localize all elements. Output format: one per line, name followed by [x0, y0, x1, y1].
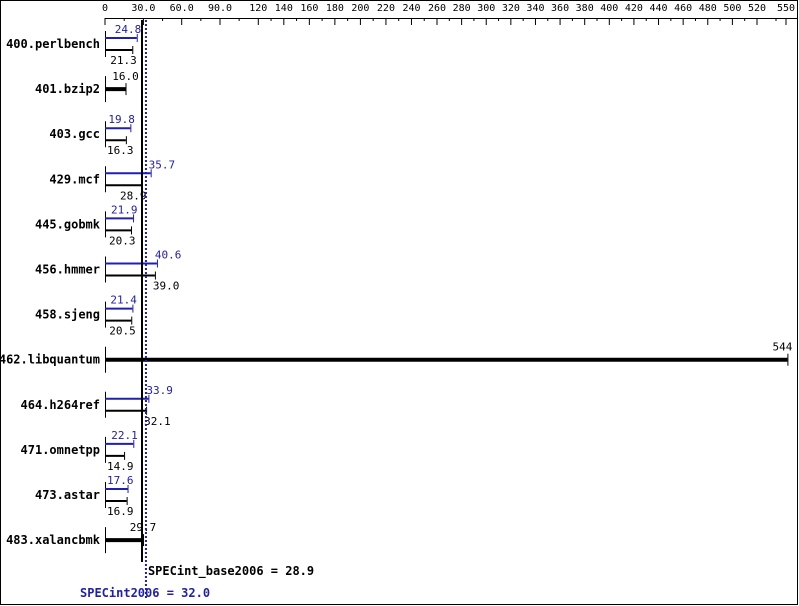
base-value-label: 29.7	[130, 521, 157, 534]
base-mean-label: SPECint_base2006 = 28.9	[148, 564, 314, 579]
peak-value-label: 21.4	[110, 294, 137, 307]
peak-value-label: 22.1	[111, 429, 138, 442]
x-tick-label: 520	[748, 3, 766, 14]
peak-value-label: 24.8	[115, 23, 141, 36]
x-tick-label: 0	[102, 3, 108, 14]
x-tick-label: 30.0	[131, 3, 155, 14]
peak-mean-label: SPECint2006 = 32.0	[80, 586, 210, 600]
x-tick-label: 380	[576, 3, 594, 14]
x-tick-label: 90.0	[208, 3, 232, 14]
x-tick-label: 500	[723, 3, 741, 14]
base-value-label: 32.1	[144, 415, 171, 428]
base-value-label: 21.3	[110, 54, 137, 67]
x-tick-label: 140	[275, 3, 293, 14]
x-tick-label: 280	[453, 3, 471, 14]
x-tick-label: 60.0	[170, 3, 194, 14]
x-tick-label: 320	[502, 3, 520, 14]
benchmark-label: 473.astar	[35, 488, 100, 502]
benchmark-label: 464.h264ref	[21, 398, 100, 412]
base-value-label: 39.0	[153, 280, 180, 293]
x-tick-label: 200	[351, 3, 369, 14]
benchmark-label: 429.mcf	[49, 172, 100, 186]
x-tick-label: 460	[674, 3, 692, 14]
x-tick-label: 120	[249, 3, 267, 14]
x-tick-label: 260	[428, 3, 446, 14]
x-tick-label: 360	[551, 3, 569, 14]
x-tick-label: 550	[777, 3, 795, 14]
benchmark-label: 471.omnetpp	[21, 443, 100, 457]
base-value-label: 20.5	[109, 325, 135, 338]
peak-value-label: 17.6	[107, 474, 134, 487]
peak-value-label: 40.6	[155, 249, 182, 262]
benchmark-label: 445.gobmk	[35, 217, 101, 231]
peak-value-label: 33.9	[146, 384, 173, 397]
x-tick-label: 480	[699, 3, 717, 14]
x-tick-label: 240	[402, 3, 420, 14]
base-value-label: 14.9	[107, 460, 134, 473]
x-tick-label: 160	[300, 3, 318, 14]
base-value-label: 16.0	[112, 70, 139, 83]
benchmark-label: 462.libquantum	[0, 353, 100, 367]
x-tick-label: 220	[377, 3, 395, 14]
x-tick-label: 340	[526, 3, 544, 14]
base-value-label: 20.3	[109, 234, 136, 247]
base-value-label: 16.9	[107, 505, 134, 518]
x-tick-label: 180	[326, 3, 344, 14]
base-value-label: 28.9	[120, 189, 147, 202]
peak-value-label: 21.9	[111, 203, 137, 216]
benchmark-label: 401.bzip2	[35, 82, 100, 96]
x-tick-label: 420	[625, 3, 643, 14]
benchmark-label: 456.hmmer	[35, 263, 100, 277]
benchmark-label: 483.xalancbmk	[6, 533, 101, 547]
base-value-label: 16.3	[107, 144, 134, 157]
benchmark-label: 403.gcc	[49, 127, 100, 141]
x-tick-label: 300	[477, 3, 495, 14]
x-tick-label: 440	[650, 3, 668, 14]
benchmark-label: 458.sjeng	[35, 308, 100, 322]
benchmark-label: 400.perlbench	[6, 37, 100, 51]
base-value-label: 544	[772, 341, 792, 354]
peak-value-label: 19.8	[108, 113, 135, 126]
peak-value-label: 35.7	[149, 158, 176, 171]
x-tick-label: 400	[600, 3, 618, 14]
